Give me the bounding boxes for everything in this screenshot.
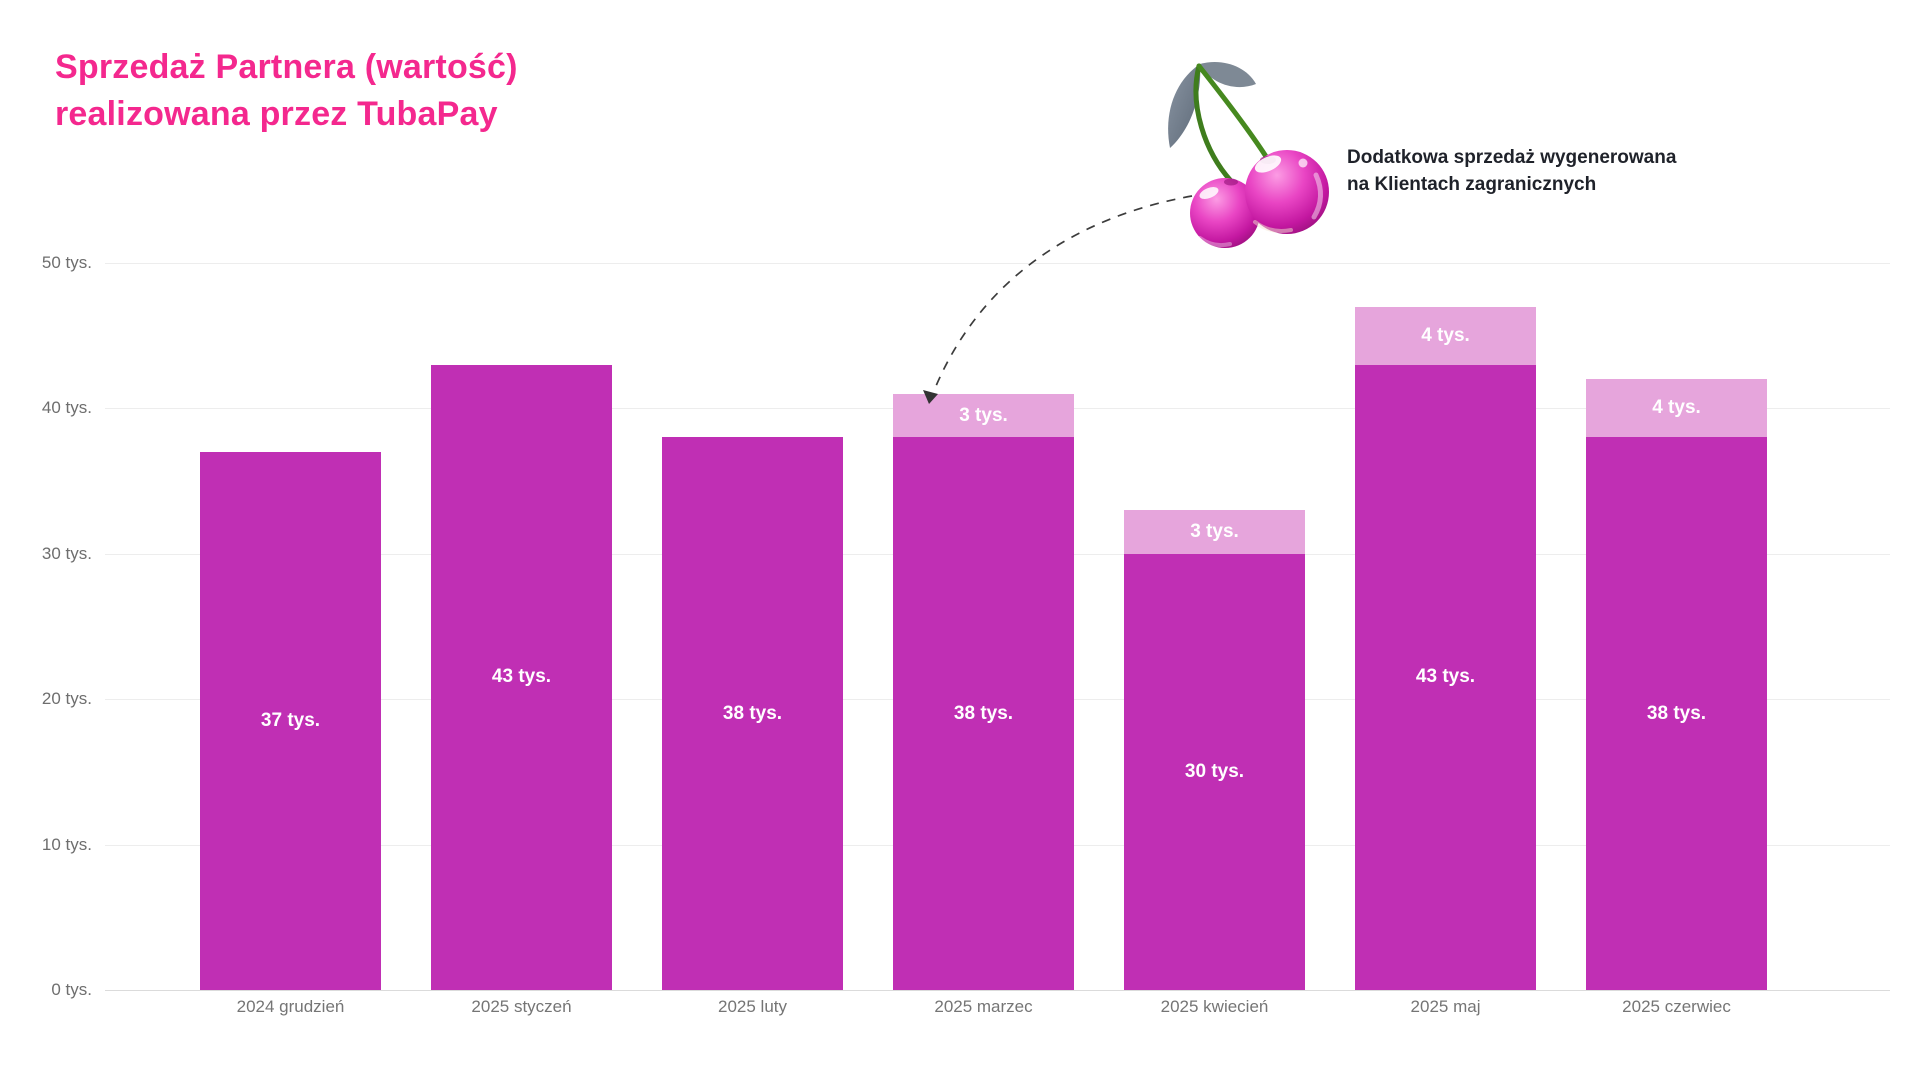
y-axis-tick-label: 50 tys. <box>41 253 92 272</box>
y-axis-tick-label: 10 tys. <box>41 834 92 854</box>
page-title-line1: Sprzedaż Partnera (wartość) <box>55 48 518 86</box>
bar-segment-main[interactable] <box>893 437 1074 990</box>
bar-value-label: 38 tys. <box>953 702 1014 724</box>
annotation-line1: Dodatkowa sprzedaż wygenerowana <box>1347 147 1677 168</box>
bar-segment-main[interactable] <box>1355 364 1536 990</box>
bar-value-label: 43 tys. <box>1415 666 1476 688</box>
x-axis-label: 2024 grudzień <box>236 997 345 1016</box>
annotation-text: Dodatkowa sprzedaż wygenerowana na Klien… <box>1347 144 1676 198</box>
bar-value-label: 37 tys. <box>260 710 321 731</box>
gridline <box>105 990 1890 991</box>
bar-value-label: 38 tys. <box>722 702 783 724</box>
bar-extra-value-label: 3 tys. <box>959 404 1008 426</box>
y-axis-tick-label: 20 tys. <box>41 689 92 709</box>
bar-extra-value-label: 4 tys. <box>1421 324 1470 346</box>
x-axis-label: 2025 luty <box>718 997 787 1016</box>
x-axis-label: 2025 marzec <box>934 997 1033 1016</box>
y-axis-tick-label: 0 tys. <box>51 980 92 999</box>
bar-value-label: 38 tys. <box>1646 702 1707 724</box>
bar-extra-value-label: 3 tys. <box>1190 520 1239 542</box>
bar-segment-extra[interactable] <box>1586 379 1767 438</box>
y-axis-tick-label: 30 tys. <box>41 543 92 563</box>
x-axis-label: 2025 maj <box>1410 997 1481 1016</box>
bar-value-label: 43 tys. <box>491 666 552 688</box>
bar-segment-extra[interactable] <box>1124 510 1305 554</box>
bar-segment-extra[interactable] <box>1355 306 1536 365</box>
bar-segment-main[interactable] <box>1586 437 1767 990</box>
bar-value-label: 30 tys. <box>1184 760 1245 782</box>
bar-extra-value-label: 4 tys. <box>1652 397 1701 419</box>
page-title: Sprzedaż Partnera (wartość) realizowana … <box>55 44 518 138</box>
bar-segment-main[interactable] <box>662 437 843 990</box>
bar-segment-main[interactable] <box>431 364 612 990</box>
annotation-line2: na Klientach zagranicznych <box>1347 174 1597 195</box>
bar-segment-main[interactable] <box>1124 553 1305 990</box>
x-axis-label: 2025 czerwiec <box>1622 997 1731 1016</box>
page-title-line2: realizowana przez TubaPay <box>55 95 498 133</box>
x-axis-label: 2025 styczeń <box>471 997 572 1016</box>
y-axis-tick-label: 40 tys. <box>41 398 92 418</box>
x-axis-label: 2025 kwiecień <box>1160 997 1269 1016</box>
gridline <box>105 263 1890 264</box>
bar-segment-main[interactable] <box>200 452 381 990</box>
